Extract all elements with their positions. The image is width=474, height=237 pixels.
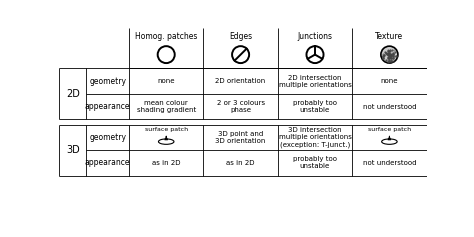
Text: 2 or 3 colours
phase: 2 or 3 colours phase xyxy=(217,100,264,113)
Text: surface patch: surface patch xyxy=(368,127,411,132)
Text: Texture: Texture xyxy=(375,32,403,41)
Text: probably too
unstable: probably too unstable xyxy=(293,100,337,113)
Text: 2D: 2D xyxy=(66,89,80,99)
Circle shape xyxy=(381,46,398,63)
Text: none: none xyxy=(381,78,398,84)
Text: 3D: 3D xyxy=(66,145,80,155)
Text: geometry: geometry xyxy=(89,133,126,142)
Text: mean colour
shading gradient: mean colour shading gradient xyxy=(137,100,196,113)
Text: not understood: not understood xyxy=(363,104,416,109)
Text: probably too
unstable: probably too unstable xyxy=(293,156,337,169)
Text: Edges: Edges xyxy=(229,32,252,41)
Text: as in 2D: as in 2D xyxy=(227,160,255,166)
Text: 2D orientation: 2D orientation xyxy=(216,78,266,84)
Text: as in 2D: as in 2D xyxy=(152,160,181,166)
Text: geometry: geometry xyxy=(89,77,126,86)
Text: none: none xyxy=(157,78,175,84)
Text: surface patch: surface patch xyxy=(145,127,188,132)
Text: 2D intersection
multiple orientations: 2D intersection multiple orientations xyxy=(279,75,351,88)
Text: 3D point and
3D orientation: 3D point and 3D orientation xyxy=(215,131,266,144)
Text: appearance: appearance xyxy=(85,158,130,167)
Text: 3D intersection
multiple orientations
(exception: T-junct.): 3D intersection multiple orientations (e… xyxy=(279,127,351,148)
Text: Homog. patches: Homog. patches xyxy=(135,32,197,41)
Text: not understood: not understood xyxy=(363,160,416,166)
Text: Junctions: Junctions xyxy=(298,32,332,41)
Text: appearance: appearance xyxy=(85,102,130,111)
